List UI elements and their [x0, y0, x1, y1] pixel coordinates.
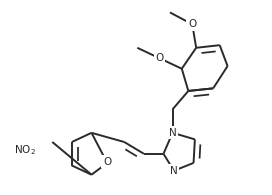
Text: N: N [169, 128, 177, 138]
Text: O: O [188, 19, 196, 29]
Text: O: O [155, 53, 164, 63]
Text: O: O [103, 157, 111, 167]
Text: NO$_2$: NO$_2$ [14, 143, 36, 157]
Text: N: N [170, 166, 178, 176]
